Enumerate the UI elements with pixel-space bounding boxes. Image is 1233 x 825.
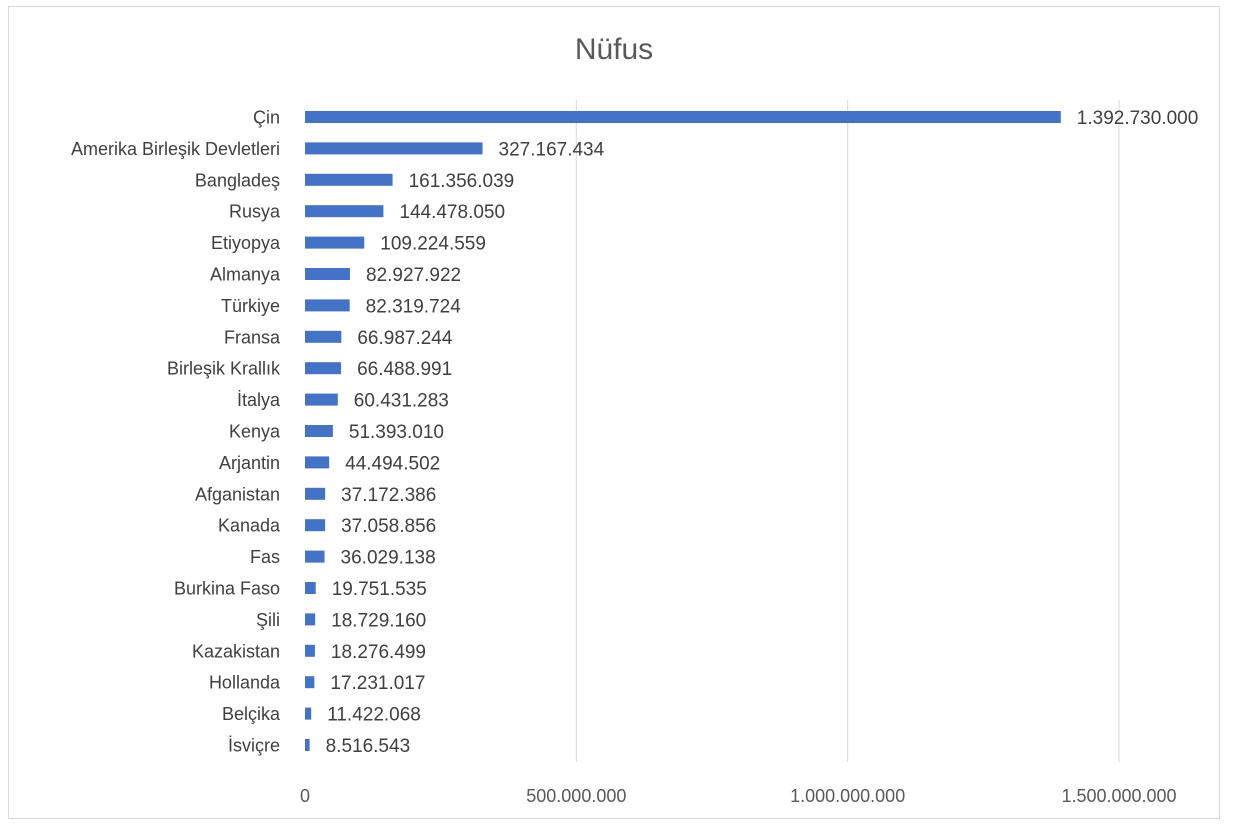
bar xyxy=(305,425,333,437)
bar xyxy=(305,362,342,375)
data-label: 19.751.535 xyxy=(332,579,427,600)
category-label: Türkiye xyxy=(221,296,280,316)
data-label: 37.058.856 xyxy=(341,516,436,537)
category-label: Kanada xyxy=(218,516,281,536)
data-label: 66.987.244 xyxy=(357,328,453,349)
x-tick-label: 500.000.000 xyxy=(526,786,626,806)
category-label: Fas xyxy=(250,547,280,567)
bar xyxy=(305,205,384,218)
category-label: Şili xyxy=(256,610,280,630)
data-label: 37.172.386 xyxy=(341,485,436,506)
data-label: 327.167.434 xyxy=(499,139,605,160)
x-tick-label: 1.000.000.000 xyxy=(790,786,905,806)
category-label: Kenya xyxy=(229,422,281,442)
bar xyxy=(305,550,325,563)
data-label: 17.231.017 xyxy=(330,673,425,694)
data-label: 60.431.283 xyxy=(354,391,449,412)
category-label: Rusya xyxy=(229,202,281,222)
bar xyxy=(305,173,393,186)
bar xyxy=(305,519,326,532)
category-label: Burkina Faso xyxy=(174,579,280,599)
data-label: 1.392.730.000 xyxy=(1077,108,1199,129)
bar xyxy=(305,268,351,280)
bar xyxy=(305,111,1061,123)
category-label: Afganistan xyxy=(195,484,280,504)
category-label: Hollanda xyxy=(209,673,281,693)
data-label: 82.319.724 xyxy=(366,296,462,317)
chart-frame xyxy=(8,6,1220,819)
data-label: 66.488.991 xyxy=(357,359,452,380)
bar xyxy=(305,613,316,626)
bar xyxy=(305,739,310,751)
category-label: Birleşik Krallık xyxy=(167,359,281,379)
data-label: 36.029.138 xyxy=(341,548,436,569)
category-label: Almanya xyxy=(210,265,281,285)
x-tick-label: 0 xyxy=(300,786,310,806)
bar xyxy=(305,644,315,657)
bar xyxy=(305,487,326,500)
bar xyxy=(305,676,315,689)
category-label: Fransa xyxy=(224,327,281,347)
data-label: 82.927.922 xyxy=(366,265,461,286)
chart-title: Nüfus xyxy=(575,33,653,66)
category-label: Çin xyxy=(253,108,280,128)
bar xyxy=(305,142,483,155)
bar xyxy=(305,456,330,469)
bar xyxy=(305,393,338,406)
bar xyxy=(305,236,365,249)
bars xyxy=(305,111,1061,751)
category-label: İtalya xyxy=(237,390,281,410)
x-tick-label: 1.500.000.000 xyxy=(1061,786,1176,806)
bar xyxy=(305,330,342,343)
data-label: 18.729.160 xyxy=(331,610,426,631)
data-label: 161.356.039 xyxy=(409,171,515,192)
data-label: 144.478.050 xyxy=(399,202,505,223)
x-axis-ticks: 0 500.000.000 1.000.000.000 1.500.000.000 xyxy=(300,786,1177,806)
data-label: 11.422.068 xyxy=(327,705,421,726)
data-labels: 1.392.730.000 327.167.434 161.356.039 144.4… xyxy=(326,108,1199,757)
bar xyxy=(305,582,316,594)
category-label: İsviçre xyxy=(228,736,280,756)
data-label: 18.276.499 xyxy=(331,642,426,663)
bar xyxy=(305,707,312,720)
data-label: 109.224.559 xyxy=(380,234,486,255)
data-label: 51.393.010 xyxy=(349,422,444,443)
gridlines xyxy=(575,100,1120,762)
category-label: Bangladeş xyxy=(195,170,280,190)
category-labels: Çin Amerika Birleşik Devletleri Bangladeş R… xyxy=(71,108,281,756)
category-label: Amerika Birleşik Devletleri xyxy=(71,139,280,159)
data-label: 44.494.502 xyxy=(345,453,440,474)
data-label: 8.516.543 xyxy=(326,736,411,757)
category-label: Kazakistan xyxy=(192,641,280,661)
bar xyxy=(305,299,350,312)
category-label: Etiyopya xyxy=(211,233,281,253)
category-label: Arjantin xyxy=(219,453,280,473)
category-label: Belçika xyxy=(222,704,281,724)
